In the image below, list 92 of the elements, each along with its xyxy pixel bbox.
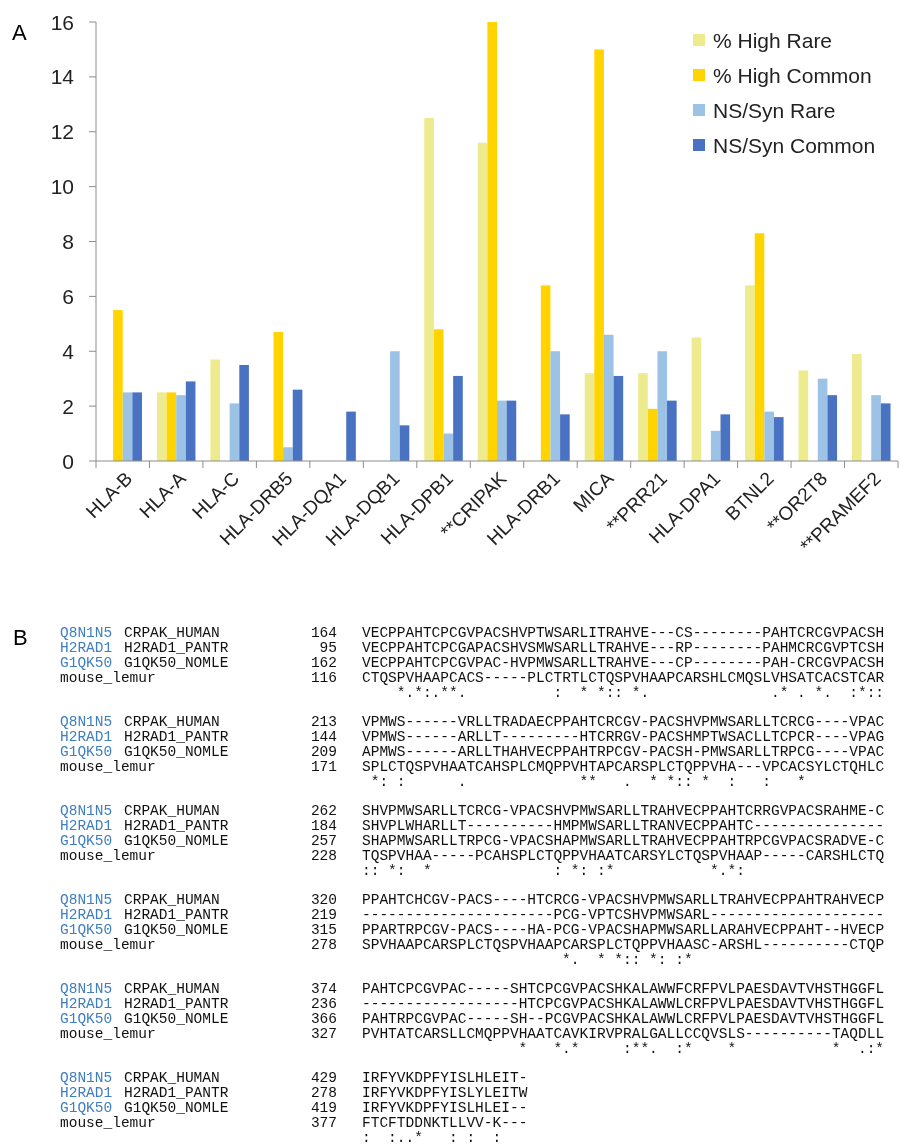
bar (647, 408, 658, 461)
legend-label: % High Rare (713, 28, 833, 52)
text: mouse_lemur 228 TQSPVHAA-----PCAHSPLCTQPPVHAATCARSYLCTQSPVHAAP-----CARSHLCTQ (60, 848, 885, 864)
text: mouse_lemur 171 SPLCTQSPVHAATCAHSPLCMQPPVHTAPCARSPLCTQPPVHA---VPCACSYLCTQHLC (60, 759, 885, 775)
text: Q8N1N5 CRPAK_HUMAN 374 PAHTCPCGVPAC-----SHTCPCGVPACSHKALAWWFCRFPVLPAESDAVTVHSTHGGFL (60, 981, 885, 997)
text: H2RAD1 H2RAD1_PANTR 219 ----------------------PCG-VPTCSHVPMWSARL-------------------- (60, 907, 885, 923)
y-tick-label: 4 (62, 339, 75, 363)
bar (584, 373, 595, 461)
bar (229, 403, 240, 461)
bar (773, 417, 784, 461)
bar (613, 375, 624, 461)
bar (603, 334, 614, 461)
chart-title: A (12, 20, 27, 45)
text: mouse_lemur 377 FTCFTDDNKTLLVV-K--- (60, 1115, 528, 1131)
bar (506, 400, 517, 461)
bar (638, 373, 648, 461)
text: *.*:.**. : * *:: *. .* . *. :*:: (396, 684, 885, 701)
bar (497, 400, 507, 461)
bar (560, 414, 570, 461)
y-tick-label: 8 (62, 230, 74, 254)
text: :: *: * : *: :* *.*: (362, 862, 745, 879)
y-tick-label: 14 (50, 65, 75, 89)
bar (710, 430, 721, 461)
text: *. * *:: *: :* (562, 951, 693, 968)
bar (283, 447, 293, 461)
bar (239, 364, 249, 461)
y-tick-label: 2 (62, 394, 74, 418)
bar (453, 375, 463, 461)
bar (540, 285, 551, 461)
bar (210, 359, 221, 461)
text: H2RAD1 H2RAD1_PANTR 236 ------------------HTCPCGVPACSHKALAWWLCRFPVLPAESDAVTVHSTHGGFL (60, 996, 885, 1012)
text: B (13, 625, 28, 650)
bar (399, 425, 410, 461)
text: *: : . ** . * *:: * : : * (370, 773, 806, 790)
text: Q8N1N5 CRPAK_HUMAN 164 VECPPAHTCPCGVPACSHVPTWSARLITRAHVE---CS--------PAHTCRCGVPACSH (60, 625, 885, 641)
bar (273, 332, 284, 461)
text: * *.* :**. :* * * .:* (518, 1040, 885, 1057)
text: mouse_lemur 116 CTQSPVHAAPCACS-----PLCTRTLCTQSPVHAAPCARSHLCMQSLVHSATCACSTCAR (60, 670, 885, 686)
bar (594, 49, 604, 461)
bar (691, 337, 702, 461)
text: G1QK50 G1QK50_NOMLE 315 PPARTRPCGV-PACS----HA-PCG-VPACSHAPMWSARLLARAHVECPPAHT--HVECP (60, 922, 885, 938)
bar (176, 395, 186, 461)
legend-label: % High Common (713, 63, 872, 87)
bar (754, 233, 765, 461)
bar (487, 22, 497, 461)
text: H2RAD1 H2RAD1_PANTR 184 SHVPLWHARLLT----------HMPMWSARLLTRANVECPPAHTC--------------- (60, 818, 885, 834)
bar (817, 378, 828, 461)
bar (880, 403, 891, 461)
bar (852, 353, 862, 461)
text: Q8N1N5 CRPAK_HUMAN 320 PPAHTCHCGV-PACS----HTCRCG-VPACSHVPMWSARLLTRAHVECPPAHTRAHVECP (60, 892, 885, 908)
text: G1QK50 G1QK50_NOMLE 209 APMWS------ARLLTHAHVECPPAHTRPCGV-PACSH-PMWSARLLTRPCG----VPAC (60, 744, 885, 760)
legend-label: NS/Syn Common (713, 133, 876, 157)
text: Q8N1N5 CRPAK_HUMAN 429 IRFYVKDPFYISLHLEIT- (60, 1070, 528, 1086)
bar (122, 392, 133, 461)
bar (657, 351, 668, 461)
bar (185, 381, 196, 461)
text: H2RAD1 H2RAD1_PANTR 278 IRFYVKDPFYISLYLEITW (60, 1085, 528, 1101)
bar (745, 285, 755, 461)
bar (871, 395, 881, 461)
y-tick-label: 16 (50, 10, 74, 34)
bar (550, 351, 561, 461)
y-tick-label: 6 (62, 284, 74, 308)
bar (424, 118, 434, 461)
bar (764, 411, 774, 461)
bar (390, 351, 400, 461)
bar (720, 414, 731, 461)
text: G1QK50 G1QK50_NOMLE 162 VECPPAHTCPCGVPAC-HVPMWSARLLTRAHVE---CP--------PAH-CRCGVPACSH (60, 655, 885, 671)
text: H2RAD1 H2RAD1_PANTR 144 VPMWS------ARLLT---------HTCRRGV-PACSHMPTWSACLLTCPCR----VPAG (60, 729, 885, 745)
bar (667, 400, 677, 461)
bar (477, 142, 488, 461)
bar (798, 370, 809, 461)
text: G1QK50 G1QK50_NOMLE 257 SHAPMWSARLLTRPCG-VPACSHAPMWSARLLTRAHVECPPAHTRPCGVPACSRADVE-C (60, 833, 885, 849)
text: Q8N1N5 CRPAK_HUMAN 262 SHVPMWSARLLTCRCG-VPACSHVPMWSARLLTRAHVECPPAHTCRRGVPACSRAHME-C (60, 803, 885, 819)
bar (113, 310, 123, 461)
bar (166, 392, 177, 461)
bar (433, 329, 444, 461)
bar (156, 392, 167, 461)
text: G1QK50 G1QK50_NOMLE 419 IRFYVKDPFYISLHLEI-- (60, 1100, 528, 1116)
bar (292, 389, 303, 461)
legend-label: NS/Syn Rare (713, 98, 836, 122)
y-tick-label: 12 (50, 120, 74, 144)
text: Q8N1N5 CRPAK_HUMAN 213 VPMWS------VRLLTRADAECPPAHTCRCGV-PACSHVPMWSARLLTCRCG----VPAC (60, 714, 885, 730)
text: G1QK50 G1QK50_NOMLE 366 PAHTRPCGVPAC-----SH--PCGVPACSHKALAWWLCRFPVLPAESDAVTVHSTHGGFL (60, 1011, 885, 1027)
bar (346, 411, 356, 461)
text: mouse_lemur 327 PVHTATCARSLLCMQPPVHAATCAVKIRVPRALGALLCCQVSLS----------TAQDLL (60, 1026, 885, 1042)
y-tick-label: 0 (62, 449, 74, 473)
y-tick-label: 10 (50, 175, 74, 199)
text: H2RAD1 H2RAD1_PANTR 95 VECPPAHTCPCGAPACSHVSMWSARLLTRAHVE---RP--------PAHMCRCGVPTCSH (60, 640, 885, 656)
text: mouse_lemur 278 SPVHAAPCARSPLCTQSPVHAAPCARSPLCTQPPVHAASC-ARSHL----------CTQP (60, 937, 885, 953)
bar (827, 395, 838, 461)
bar (132, 392, 142, 461)
text: : :..* : : : (362, 1129, 502, 1146)
